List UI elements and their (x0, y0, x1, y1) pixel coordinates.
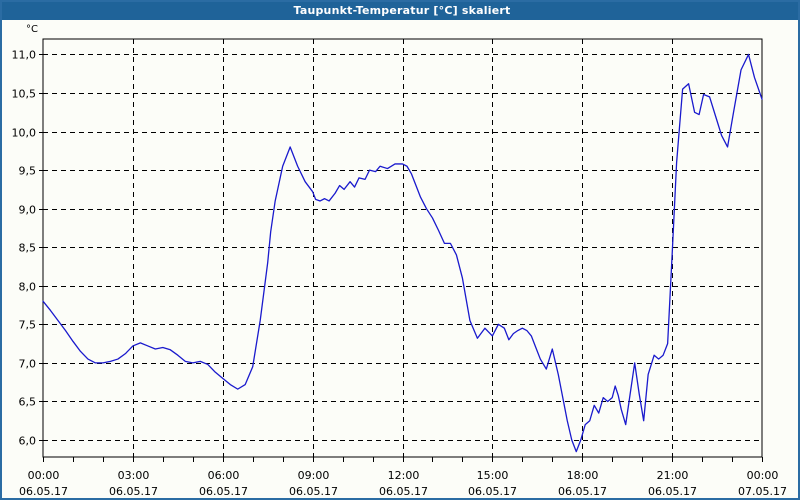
plot-frame (42, 38, 763, 458)
x-tick-time-label: 15:00 (477, 469, 509, 482)
x-tick-time-label: 18:00 (567, 469, 599, 482)
x-tick-time-label: 03:00 (118, 469, 150, 482)
x-tick-date-label: 06.05.17 (109, 485, 158, 498)
y-tick-label: 6,0 (19, 435, 37, 448)
y-tick-label: 9,0 (19, 204, 37, 217)
series-line-taupunkt (42, 53, 763, 453)
x-tick-time-label: 21:00 (657, 469, 689, 482)
x-tick-date-label: 06.05.17 (379, 485, 428, 498)
grid-lines (43, 39, 762, 457)
y-tick-label: 10,5 (12, 88, 37, 101)
y-tick-label: 9,5 (19, 165, 37, 178)
x-tick-date-label: 06.05.17 (19, 485, 68, 498)
y-tick-label: 11,0 (12, 49, 37, 62)
y-tick-label: 8,0 (19, 281, 37, 294)
page-title: Taupunkt-Temperatur [°C] skaliert (293, 4, 511, 17)
x-axis-labels: 00:00 06.05.17 03:00 06.05.17 06:00 06.05.17 0… (19, 469, 787, 498)
y-axis-unit-label: °C (26, 24, 38, 35)
x-tick-time-label: 12:00 (388, 469, 420, 482)
x-tick-time-label: 06:00 (208, 469, 240, 482)
x-tick-date-label: 07.05.17 (738, 485, 787, 498)
chart-background (2, 20, 798, 498)
chart-area: 6,0 6,5 7,0 7,5 8,0 8,5 9,0 9,5 10,0 10,5 11,0 00:… (2, 20, 798, 498)
x-tick-time-label: 09:00 (298, 469, 330, 482)
x-tick-date-label: 06.05.17 (199, 485, 248, 498)
line-chart: 6,0 6,5 7,0 7,5 8,0 8,5 9,0 9,5 10,0 10,5 11,0 00:… (2, 20, 798, 498)
y-tick-label: 7,0 (19, 358, 37, 371)
x-tick-time-label: 00:00 (28, 469, 60, 482)
y-tick-label: 10,0 (12, 127, 37, 140)
y-tick-label: 7,5 (19, 319, 37, 332)
y-axis-labels: 6,0 6,5 7,0 7,5 8,0 8,5 9,0 9,5 10,0 10,5 11,0 (12, 49, 37, 448)
x-tick-time-label: 00:00 (747, 469, 779, 482)
axis-ticks (39, 54, 763, 462)
x-tick-date-label: 06.05.17 (648, 485, 697, 498)
y-tick-label: 8,5 (19, 242, 37, 255)
y-tick-label: 6,5 (19, 396, 37, 409)
x-tick-date-label: 06.05.17 (558, 485, 607, 498)
x-tick-date-label: 06.05.17 (468, 485, 517, 498)
x-tick-date-label: 06.05.17 (289, 485, 338, 498)
window-title-bar: Taupunkt-Temperatur [°C] skaliert (2, 2, 798, 20)
